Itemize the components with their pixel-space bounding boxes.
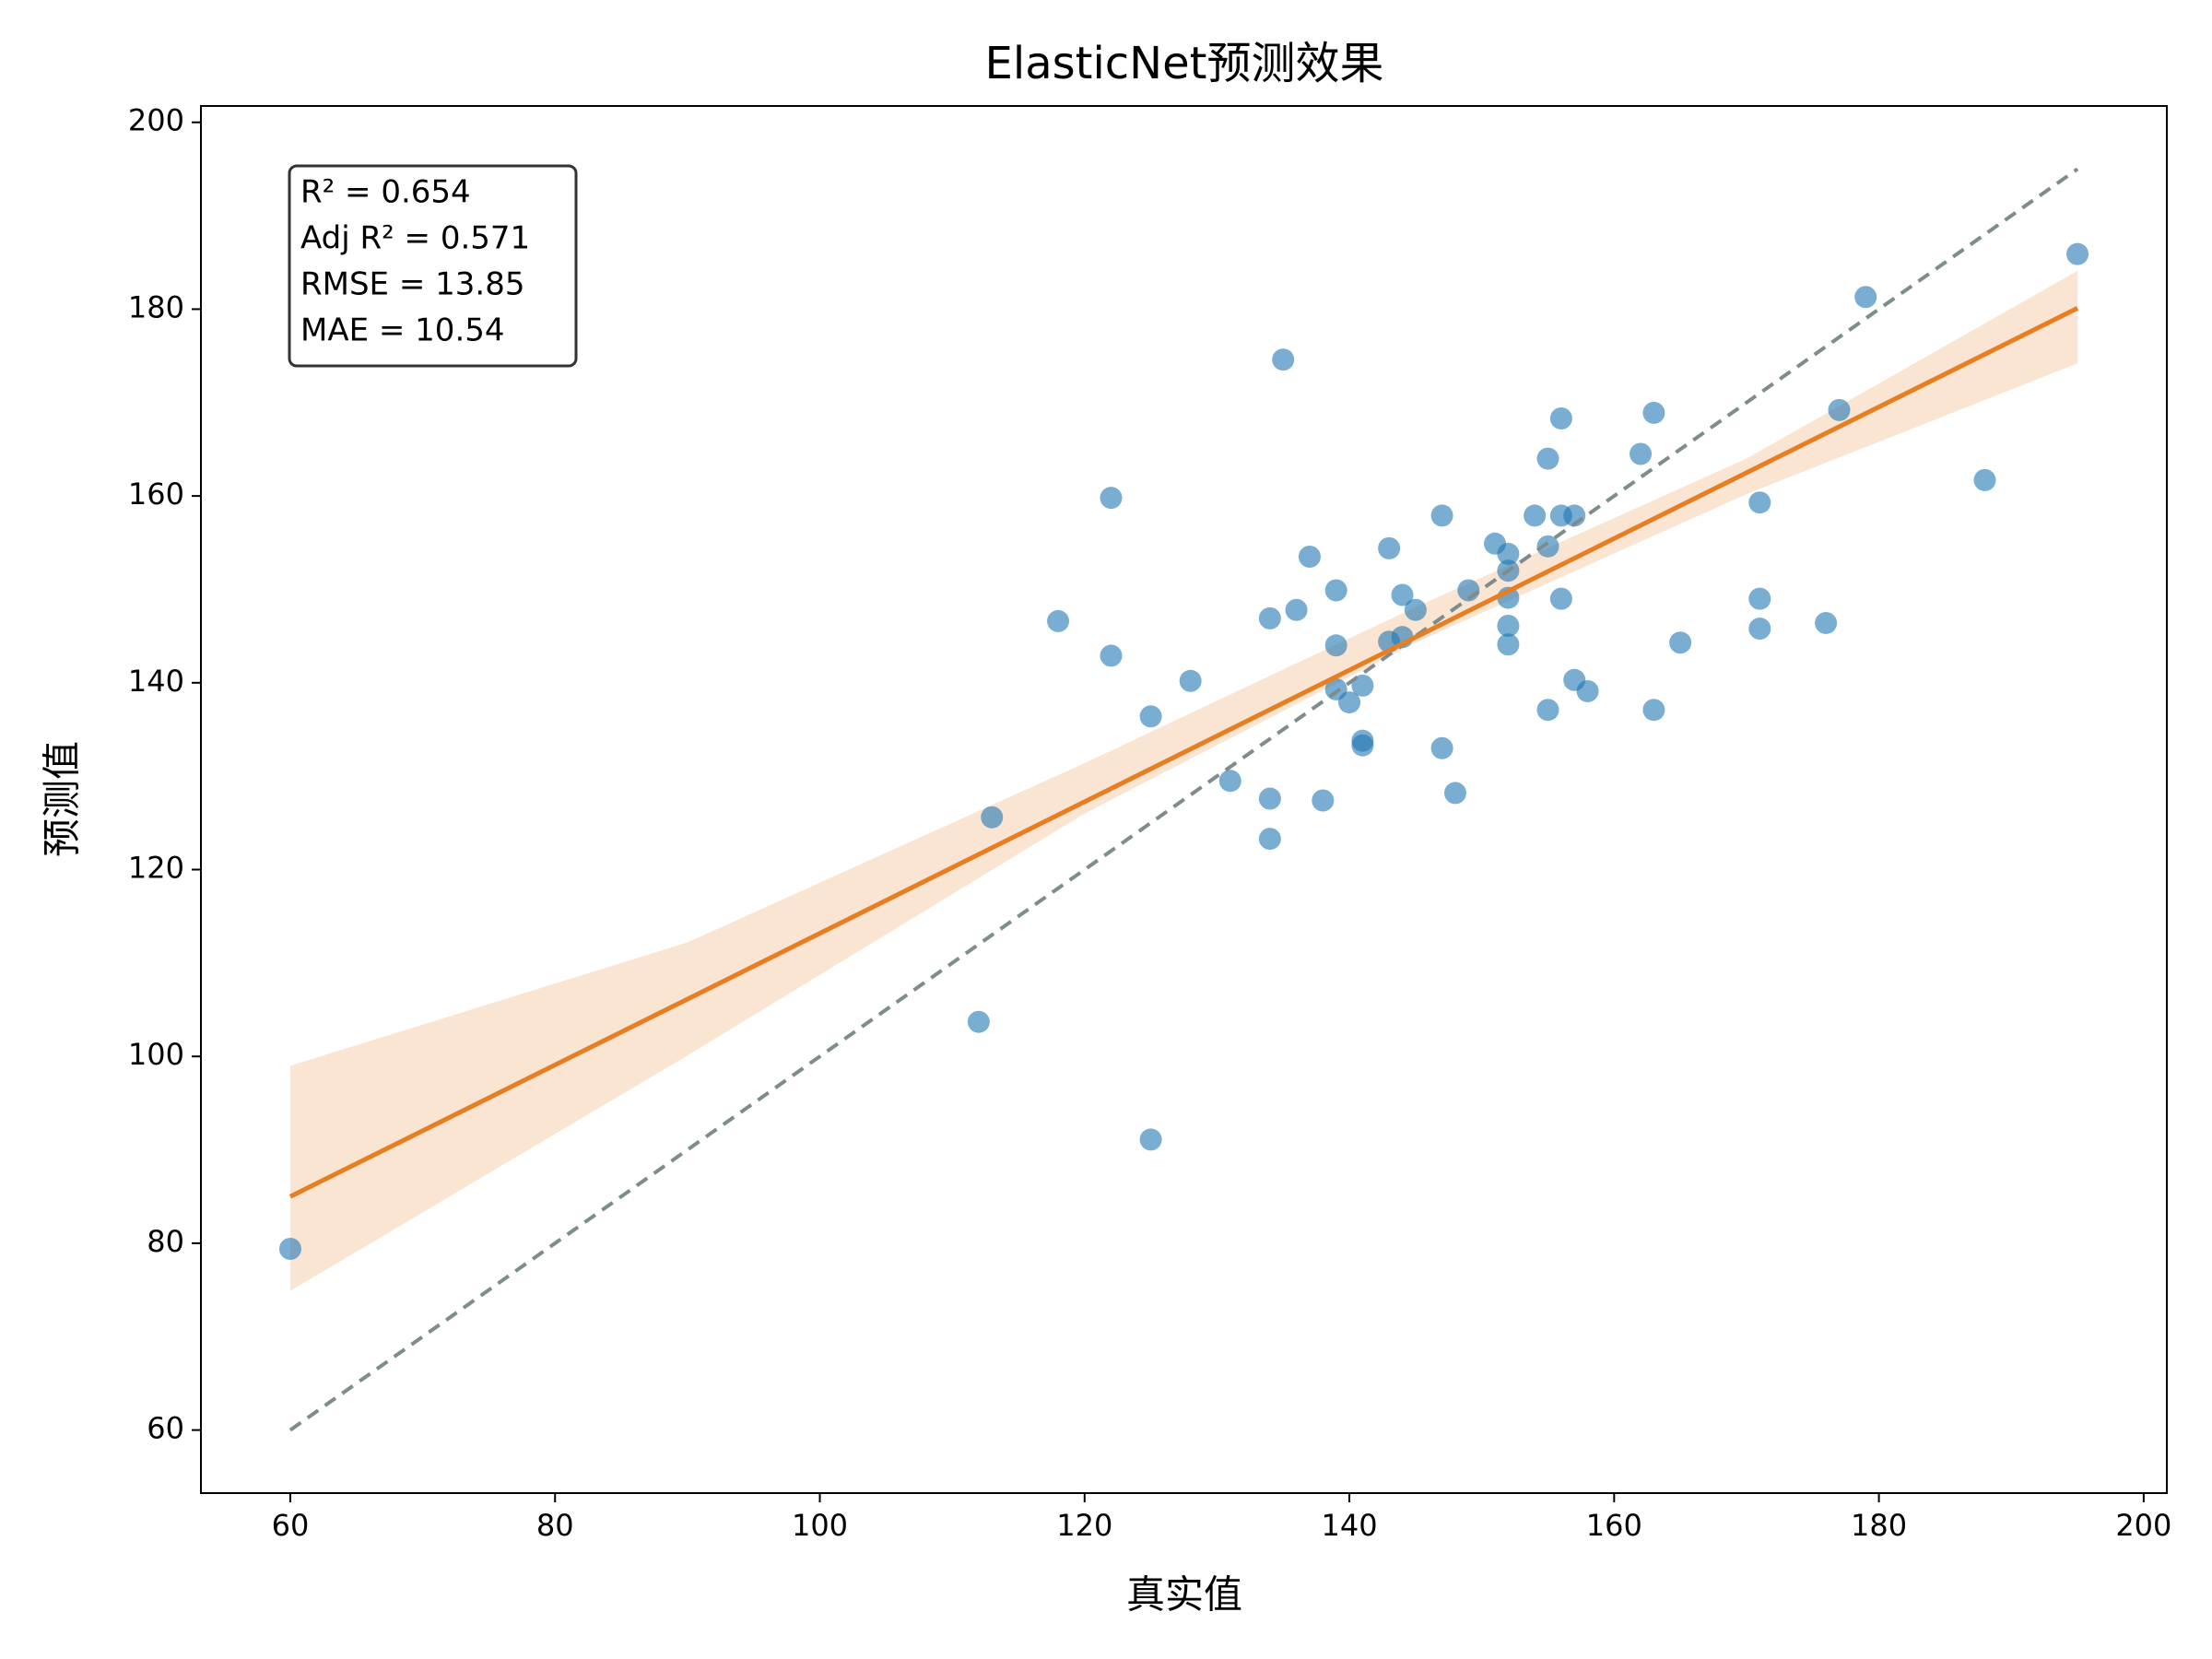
data-point xyxy=(1272,348,1295,371)
x-tick-label: 80 xyxy=(536,1508,574,1543)
data-point xyxy=(1549,587,1572,610)
data-point xyxy=(1669,631,1692,654)
y-tick-label: 180 xyxy=(128,289,184,324)
data-point xyxy=(1536,447,1559,470)
data-point xyxy=(1748,587,1771,610)
reference-line xyxy=(288,167,2079,1432)
confidence-band xyxy=(289,270,2078,1291)
data-point xyxy=(1258,606,1281,629)
y-tick-label: 140 xyxy=(128,664,184,699)
x-tick-label: 160 xyxy=(1586,1508,1642,1543)
plot-frame xyxy=(200,105,2168,1494)
data-point xyxy=(1285,598,1308,621)
x-tick-label: 140 xyxy=(1322,1508,1378,1543)
data-point xyxy=(1404,598,1427,621)
annotation-text: MAE = 10.54 xyxy=(300,312,505,349)
data-point xyxy=(1324,579,1347,602)
y-tick-label: 120 xyxy=(128,851,184,886)
x-tick-label: 200 xyxy=(2115,1508,2171,1543)
annotation-text: R² = 0.654 xyxy=(300,174,471,211)
chart-title: ElasticNet预测效果 xyxy=(985,38,1384,89)
data-point xyxy=(1338,691,1361,714)
data-point xyxy=(1298,545,1321,568)
y-tick-label: 100 xyxy=(128,1037,184,1072)
x-tick-label: 100 xyxy=(792,1508,848,1543)
data-point xyxy=(1973,468,1996,491)
data-point xyxy=(1258,828,1281,851)
data-point xyxy=(1536,699,1559,722)
data-point xyxy=(1430,504,1453,527)
data-point xyxy=(1100,487,1123,510)
data-point xyxy=(1497,614,1520,637)
x-tick-label: 180 xyxy=(1851,1508,1907,1543)
data-point xyxy=(1324,634,1347,657)
data-point xyxy=(1630,442,1653,465)
data-point xyxy=(1378,536,1401,559)
data-point xyxy=(2066,242,2089,265)
data-point xyxy=(1536,535,1559,558)
data-point xyxy=(1642,401,1665,424)
data-point xyxy=(1139,705,1162,728)
data-point xyxy=(1576,679,1599,702)
annotation-box xyxy=(288,164,578,368)
data-point xyxy=(1497,633,1520,656)
annotation-text: Adj R² = 0.571 xyxy=(300,220,530,257)
data-point xyxy=(1047,609,1070,632)
y-axis-label: 预测值 xyxy=(40,741,85,857)
data-point xyxy=(1828,398,1851,421)
data-point xyxy=(1524,504,1547,527)
data-point xyxy=(278,1237,301,1260)
data-point xyxy=(1258,787,1281,810)
data-point xyxy=(1549,407,1572,430)
data-point xyxy=(967,1010,990,1033)
y-tick-label: 80 xyxy=(147,1224,184,1259)
y-tick-label: 60 xyxy=(147,1411,184,1446)
y-tick-label: 200 xyxy=(128,103,184,138)
data-point xyxy=(981,806,1004,829)
data-point xyxy=(1351,674,1374,697)
data-point xyxy=(1179,669,1202,692)
data-point xyxy=(1497,542,1520,565)
data-point xyxy=(1642,699,1665,722)
data-point xyxy=(1854,286,1877,309)
data-point xyxy=(1748,491,1771,514)
data-point xyxy=(1351,734,1374,757)
data-point xyxy=(1391,583,1414,606)
data-point xyxy=(1312,789,1335,812)
data-point xyxy=(1100,644,1123,667)
data-point xyxy=(1815,611,1838,634)
data-point xyxy=(1748,618,1771,641)
x-axis-label: 真实值 xyxy=(1126,1572,1242,1618)
x-tick-label: 120 xyxy=(1056,1508,1112,1543)
data-point xyxy=(1430,736,1453,759)
data-point xyxy=(1443,782,1466,805)
data-point xyxy=(1218,770,1241,793)
fit-line xyxy=(288,306,2079,1199)
y-tick-label: 160 xyxy=(128,477,184,512)
data-point xyxy=(1139,1128,1162,1151)
annotation-text: RMSE = 13.85 xyxy=(300,266,524,303)
x-tick-label: 60 xyxy=(272,1508,310,1543)
